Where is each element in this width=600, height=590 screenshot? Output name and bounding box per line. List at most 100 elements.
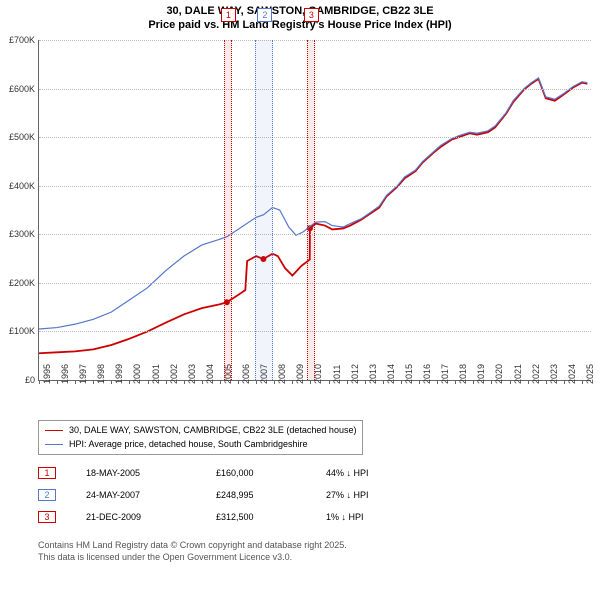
title-line2: Price paid vs. HM Land Registry's House … (0, 18, 600, 32)
x-tick (292, 380, 293, 384)
y-axis-label: £400K (9, 181, 35, 191)
x-tick (93, 380, 94, 384)
x-axis-label: 2023 (549, 364, 559, 384)
x-tick (510, 380, 511, 384)
x-axis-label: 2006 (241, 364, 251, 384)
y-axis-label: £0 (25, 375, 35, 385)
x-axis-label: 2015 (404, 364, 414, 384)
event-table: 118-MAY-2005£160,00044% ↓ HPI 2 24-MAY-200… (38, 462, 406, 528)
y-axis-label: £500K (9, 132, 35, 142)
x-tick (75, 380, 76, 384)
x-tick (365, 380, 366, 384)
event-price: £312,500 (216, 512, 296, 522)
x-tick (57, 380, 58, 384)
x-axis-label: 1997 (78, 364, 88, 384)
x-tick (528, 380, 529, 384)
ygrid (39, 40, 591, 41)
x-axis-label: 2002 (169, 364, 179, 384)
event-row: 224-MAY-2007£248,99527% ↓ HPI (38, 484, 406, 506)
x-tick (111, 380, 112, 384)
x-tick (582, 380, 583, 384)
event-pct: 27% ↓ HPI (326, 490, 406, 500)
x-axis-label: 2018 (458, 364, 468, 384)
event-num: 1 (38, 467, 56, 479)
ygrid (39, 331, 591, 332)
footer: Contains HM Land Registry data © Crown c… (38, 540, 347, 563)
ygrid (39, 137, 591, 138)
x-tick (437, 380, 438, 384)
title-line1: 30, DALE WAY, SAWSTON, CAMBRIDGE, CB22 3… (0, 4, 600, 18)
x-tick (129, 380, 130, 384)
x-tick (184, 380, 185, 384)
ygrid (39, 89, 591, 90)
ygrid (39, 234, 591, 235)
y-axis-label: £100K (9, 326, 35, 336)
x-tick (39, 380, 40, 384)
ygrid (39, 186, 591, 187)
x-axis-label: 2004 (205, 364, 215, 384)
event-pct: 44% ↓ HPI (326, 468, 406, 478)
event-marker: 2 (257, 8, 272, 22)
event-marker: 3 (304, 8, 319, 22)
x-tick (329, 380, 330, 384)
legend-label-price: 30, DALE WAY, SAWSTON, CAMBRIDGE, CB22 3… (69, 424, 356, 438)
x-axis-label: 2001 (151, 364, 161, 384)
x-axis-label: 2008 (277, 364, 287, 384)
event-band (307, 40, 315, 380)
x-axis-label: 2013 (368, 364, 378, 384)
x-axis-label: 2014 (386, 364, 396, 384)
y-axis-label: £300K (9, 229, 35, 239)
x-tick (310, 380, 311, 384)
x-axis-label: 2011 (332, 365, 342, 384)
x-tick (473, 380, 474, 384)
x-axis-label: 2000 (132, 364, 142, 384)
x-axis-label: 1999 (114, 364, 124, 384)
chart-svg (39, 40, 591, 380)
ygrid (39, 283, 591, 284)
x-tick (491, 380, 492, 384)
footer-line2: This data is licensed under the Open Gov… (38, 552, 347, 564)
x-tick (220, 380, 221, 384)
event-marker: 1 (221, 8, 236, 22)
event-pct: 1% ↓ HPI (326, 512, 406, 522)
x-tick (148, 380, 149, 384)
event-row: 118-MAY-2005£160,00044% ↓ HPI (38, 462, 406, 484)
chart-plot: £0£100K£200K£300K£400K£500K£600K£700K199… (38, 40, 591, 381)
x-tick (564, 380, 565, 384)
x-axis-label: 2010 (313, 364, 323, 384)
x-tick (455, 380, 456, 384)
x-axis-label: 2017 (440, 364, 450, 384)
x-axis-label: 2003 (187, 364, 197, 384)
x-axis-label: 2012 (350, 364, 360, 384)
x-tick (256, 380, 257, 384)
event-date: 21-DEC-2009 (86, 512, 186, 522)
x-axis-label: 2021 (513, 364, 523, 384)
event-row: 3 21-DEC-2009 £312,500 1% ↓ HPI (38, 506, 406, 528)
x-tick (419, 380, 420, 384)
x-axis-label: 1996 (60, 364, 70, 384)
x-tick (383, 380, 384, 384)
x-axis-label: 1998 (96, 364, 106, 384)
event-band (255, 40, 273, 380)
x-axis-label: 1995 (42, 364, 52, 384)
event-num: 3 (38, 511, 56, 523)
legend-swatch-hpi (45, 444, 63, 445)
y-axis-label: £600K (9, 84, 35, 94)
x-tick (401, 380, 402, 384)
x-tick (347, 380, 348, 384)
legend: 30, DALE WAY, SAWSTON, CAMBRIDGE, CB22 3… (38, 420, 363, 455)
x-axis-label: 2019 (476, 364, 486, 384)
event-band (224, 40, 232, 380)
event-date: 24-MAY-2007 (86, 490, 186, 500)
x-axis-label: 2020 (494, 364, 504, 384)
event-num: 2 (38, 489, 56, 501)
x-tick (546, 380, 547, 384)
x-tick (202, 380, 203, 384)
footer-line1: Contains HM Land Registry data © Crown c… (38, 540, 347, 552)
x-tick (238, 380, 239, 384)
x-tick (274, 380, 275, 384)
x-axis-label: 2022 (531, 364, 541, 384)
legend-label-hpi: HPI: Average price, detached house, Sout… (69, 438, 307, 452)
x-tick (166, 380, 167, 384)
x-axis-label: 2009 (295, 364, 305, 384)
